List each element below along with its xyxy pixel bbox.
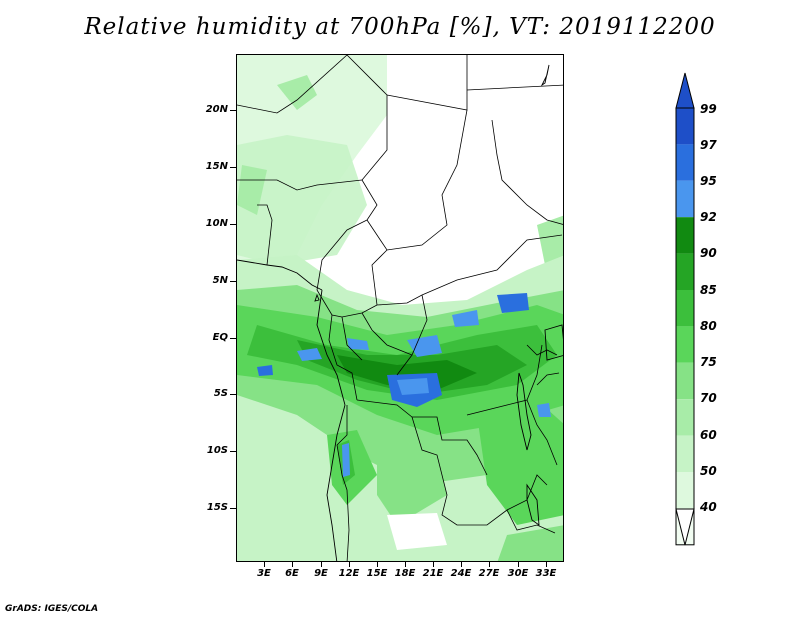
lat-tick: [230, 110, 236, 111]
country-borders: [237, 55, 563, 561]
chart-title: Relative humidity at 700hPa [%], VT: 201…: [84, 14, 716, 40]
lon-tick: [461, 562, 462, 567]
colorbar: [675, 72, 695, 546]
colorbar-label-99: 99: [700, 102, 717, 116]
lon-label-24e: 24E: [450, 568, 472, 579]
lon-label-33e: 33E: [535, 568, 557, 579]
lon-label-15e: 15E: [366, 568, 388, 579]
lon-tick: [292, 562, 293, 567]
lat-label-15n: 15N: [205, 161, 228, 172]
lon-label-9e: 9E: [314, 568, 328, 579]
colorbar-segment: [676, 253, 694, 290]
lat-tick: [230, 167, 236, 168]
colorbar-label-92: 92: [700, 210, 717, 224]
lakes: [314, 64, 563, 526]
lon-label-6e: 6E: [285, 568, 299, 579]
lat-label-eq: EQ: [212, 332, 228, 343]
colorbar-segment: [676, 217, 694, 254]
lon-tick: [377, 562, 378, 567]
lat-tick: [230, 508, 236, 509]
colorbar-bottom-arrow: [675, 508, 695, 546]
lat-label-15s: 15S: [206, 502, 228, 513]
lat-tick: [230, 338, 236, 339]
lon-tick: [518, 562, 519, 567]
lon-label-27e: 27E: [478, 568, 500, 579]
colorbar-label-70: 70: [700, 391, 717, 405]
colorbar-label-75: 75: [700, 355, 717, 369]
lat-tick: [230, 224, 236, 225]
colorbar-segment: [676, 399, 694, 436]
colorbar-segment: [676, 180, 694, 218]
colorbar-segment: [676, 290, 694, 327]
lon-tick: [489, 562, 490, 567]
colorbar-label-97: 97: [700, 138, 717, 152]
colorbar-segment: [676, 435, 694, 472]
lat-tick: [230, 281, 236, 282]
colorbar-segment: [676, 362, 694, 400]
colorbar-label-50: 50: [700, 464, 717, 478]
lon-label-30e: 30E: [507, 568, 529, 579]
colorbar-top-arrow: [675, 72, 695, 109]
map-panel: [236, 54, 564, 562]
colorbar-label-80: 80: [700, 319, 717, 333]
lon-tick: [405, 562, 406, 567]
lat-label-5n: 5N: [212, 275, 228, 286]
lat-label-10s: 10S: [206, 445, 228, 456]
colorbar-label-85: 85: [700, 283, 717, 297]
lon-label-12e: 12E: [338, 568, 360, 579]
humidity-map: [237, 55, 563, 561]
lat-label-20n: 20N: [205, 104, 228, 115]
lon-tick: [349, 562, 350, 567]
colorbar-label-95: 95: [700, 174, 717, 188]
colorbar-segment: [676, 326, 694, 363]
lon-tick: [321, 562, 322, 567]
lat-tick: [230, 451, 236, 452]
colorbar-segment: [676, 144, 694, 181]
lon-tick: [264, 562, 265, 567]
colorbar-segments: [675, 107, 695, 546]
colorbar-label-60: 60: [700, 428, 717, 442]
lon-label-3e: 3E: [257, 568, 271, 579]
lon-tick: [546, 562, 547, 567]
humidity-field: [237, 55, 563, 561]
lon-label-21e: 21E: [422, 568, 444, 579]
lat-tick: [230, 394, 236, 395]
lon-label-18e: 18E: [394, 568, 416, 579]
coastline: [237, 259, 346, 561]
credit-text: GrADS: IGES/COLA: [5, 604, 99, 614]
lat-label-10n: 10N: [205, 218, 228, 229]
lon-tick: [433, 562, 434, 567]
colorbar-segment: [676, 472, 694, 509]
colorbar-label-90: 90: [700, 246, 717, 260]
colorbar-label-40: 40: [700, 500, 717, 514]
colorbar-segment: [676, 108, 694, 145]
lat-label-5s: 5S: [213, 388, 228, 399]
